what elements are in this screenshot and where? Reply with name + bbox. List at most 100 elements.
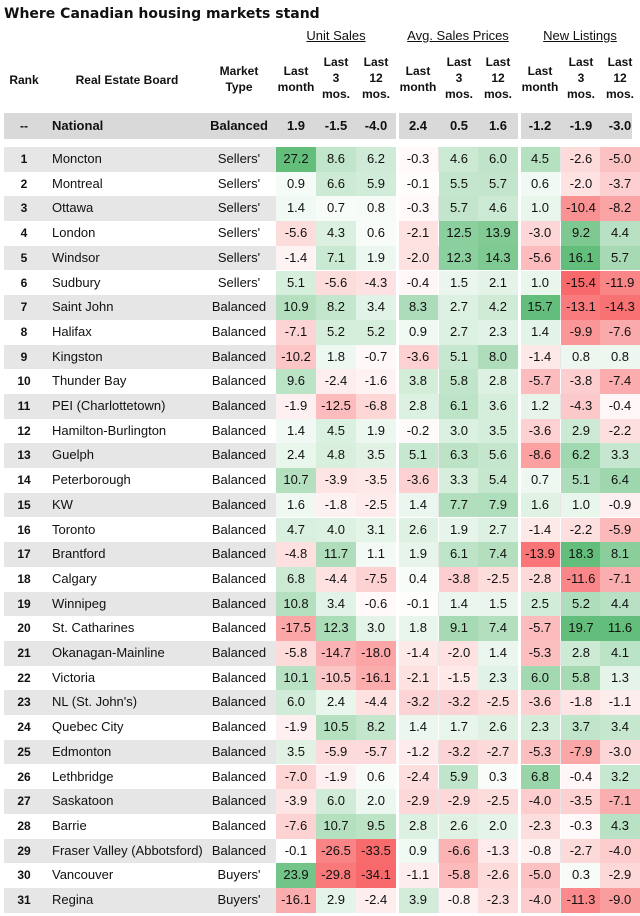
value-cell: -0.3 (561, 813, 601, 839)
board-name: Edmonton (52, 743, 112, 759)
market-type: Buyers' (217, 867, 261, 883)
value-cell: 12.5 (439, 221, 479, 246)
value-cell: 5.5 (439, 171, 479, 197)
market-type: Balanced (211, 645, 267, 660)
rank-cell: 21 (17, 646, 31, 660)
value-cell: 2.6 (439, 813, 479, 839)
value-cell: 4.3 (600, 813, 640, 839)
value-cell: 0.6 (356, 221, 396, 246)
rank-cell: 12 (17, 423, 31, 438)
board-name: Montreal (52, 175, 103, 191)
value-cell: -3.8 (561, 369, 601, 394)
value-cell: -1.1 (600, 690, 640, 716)
value-cell: 4.2 (478, 295, 518, 320)
value-cell: 2.7 (439, 295, 479, 320)
table-row: 27 Saskatoon Balanced -3.9 6.0 2.0 -2.9 -2.9 -2.… (4, 789, 640, 814)
value-cell: 8.1 (600, 542, 640, 567)
value-cell: -1.9 (569, 118, 593, 133)
column-group-label: Avg. Sales Prices (407, 28, 509, 43)
value-cell: -2.9 (398, 789, 438, 814)
rank-cell: 17 (17, 547, 31, 562)
value-cell: -5.7 (520, 616, 560, 641)
value-cell: -7.0 (276, 764, 316, 790)
table-row: 25 Edmonton Balanced 3.5 -5.9 -5.7 -1.2 -3.2 -2.… (4, 739, 640, 765)
value-cell: -1.9 (316, 764, 356, 790)
value-cell: -7.9 (561, 739, 601, 765)
value-cell: -14.7 (316, 641, 356, 666)
value-cell: -2.2 (561, 517, 601, 543)
market-type: Balanced (210, 118, 268, 133)
value-cell: -17.5 (276, 616, 316, 641)
board-name: Peterborough (52, 472, 131, 488)
value-cell: -3.2 (439, 690, 479, 716)
value-cell: 5.7 (600, 245, 640, 271)
value-cell: 10.9 (276, 295, 316, 320)
value-cell: -1.5 (324, 118, 348, 133)
value-cell: 3.5 (276, 739, 316, 765)
value-cell: -3.0 (600, 739, 640, 765)
column-header-last-12: Last 12 mos. (605, 55, 634, 101)
value-cell: -3.6 (398, 344, 438, 370)
value-cell: -3.9 (316, 468, 356, 493)
value-cell: 5.9 (439, 764, 479, 790)
rank-cell: 28 (17, 818, 31, 833)
value-cell: 4.0 (316, 517, 356, 543)
table-row: 17 Brantford Balanced -4.8 11.7 1.1 1.9 6.1 7.4-… (4, 542, 640, 567)
value-cell: -0.9 (600, 492, 640, 518)
table-row: 24 Quebec City Balanced -1.9 10.5 8.2 1.4 1.7 2.… (4, 715, 640, 740)
table-row: 10 Thunder Bay Balanced 9.6 -2.4 -1.6 3.8 5.8 2.… (4, 369, 640, 394)
table-row: 19 Winnipeg Balanced 10.8 3.4 -0.6 -0.1 1.4 1.5 2… (4, 591, 640, 617)
value-cell: 3.2 (600, 764, 640, 790)
value-cell: 10.5 (316, 715, 356, 740)
value-cell: 1.4 (478, 641, 518, 666)
column-header-last-12: Last 12 mos. (361, 55, 390, 101)
national-row: -- National Balanced 1.9 -1.5 -4.0 2.4 0.5 1.6 -1… (4, 113, 632, 139)
value-cell: 10.7 (316, 813, 356, 839)
value-cell: -4.4 (356, 690, 396, 716)
value-cell: 0.4 (398, 566, 438, 592)
value-cell: -2.5 (478, 789, 518, 814)
value-cell: 5.8 (561, 665, 601, 691)
value-cell: -3.7 (600, 171, 640, 197)
market-type-header: Market Type (219, 64, 259, 94)
value-cell: 5.1 (561, 468, 601, 493)
table-row: 14 Peterborough Balanced 10.7 -3.9 -3.5 -3.6 3.… (4, 468, 640, 493)
value-cell: 1.5 (439, 270, 479, 296)
rank-cell: 6 (20, 275, 28, 290)
value-cell: -1.6 (356, 369, 396, 394)
market-type: Balanced (211, 817, 267, 833)
table-row: 1 Moncton Sellers' 27.2 8.6 6.2 -0.3 4.6 6.0 4.5-… (4, 147, 640, 172)
value-cell: -1.5 (439, 665, 479, 691)
board-name: Vancouver (52, 867, 114, 883)
value-cell: 1.3 (600, 665, 640, 691)
board-name: Guelph (52, 447, 94, 463)
column-header-last-month: Last month (521, 64, 559, 94)
rank-cell: 7 (20, 300, 28, 315)
value-cell: -5.9 (600, 517, 640, 543)
value-cell: -5.0 (520, 863, 560, 888)
value-cell: 3.1 (356, 517, 396, 543)
value-cell: 15.7 (520, 295, 560, 320)
value-cell: 1.9 (286, 118, 306, 133)
rank-cell: 24 (17, 720, 31, 735)
value-cell: 5.8 (439, 369, 479, 394)
value-cell: 0.8 (561, 344, 601, 370)
value-cell: 2.7 (439, 319, 479, 345)
value-cell: 4.3 (316, 221, 356, 246)
value-cell: 2.3 (478, 319, 518, 345)
value-cell: 4.6 (478, 196, 518, 222)
value-cell: -12.5 (316, 394, 356, 419)
value-cell: 5.6 (478, 443, 518, 469)
value-cell: 5.2 (356, 319, 396, 345)
market-type: Balanced (211, 373, 267, 389)
board-name: Sudbury (52, 274, 101, 290)
column-group-label: New Listings (543, 28, 617, 43)
rank-cell: 22 (17, 670, 31, 685)
value-cell: -8.6 (520, 443, 560, 469)
value-cell: -2.1 (398, 665, 438, 691)
column-header-last-12: Last 12 mos. (483, 55, 512, 101)
value-cell: 2.3 (478, 665, 518, 691)
value-cell: 6.2 (356, 147, 396, 172)
value-cell: -5.3 (520, 641, 560, 666)
value-cell: 1.6 (488, 118, 508, 133)
